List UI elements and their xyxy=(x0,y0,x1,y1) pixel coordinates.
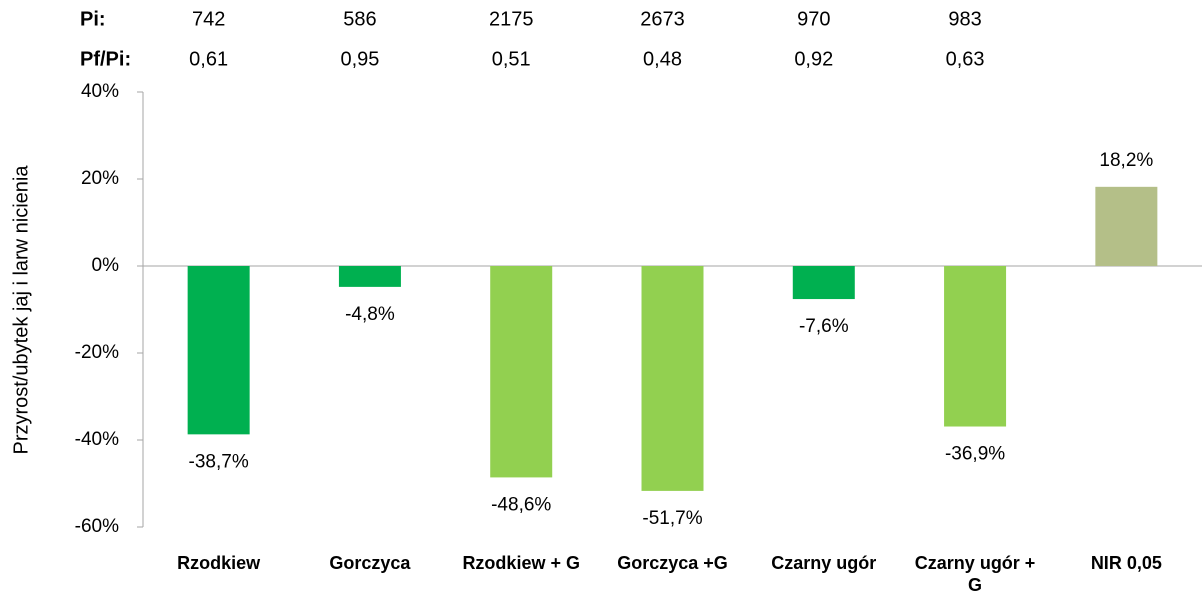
bar xyxy=(187,266,250,435)
x-tick-label: Czarny ugór xyxy=(771,553,877,573)
bar xyxy=(1095,186,1158,266)
x-tick-label: Gorczyca xyxy=(329,553,411,573)
row-value: 0,92 xyxy=(794,48,833,70)
x-tick-label: Gorczyca +G xyxy=(617,553,728,573)
y-tick-label: 20% xyxy=(81,168,119,189)
x-tick-label: Rzodkiew xyxy=(177,553,261,573)
row-value: 0,63 xyxy=(946,48,985,70)
row-value: 0,95 xyxy=(340,48,379,70)
row-value: 742 xyxy=(192,8,225,30)
row-value: 0,51 xyxy=(492,48,531,70)
y-tick-label: 0% xyxy=(92,255,120,276)
x-tick-label: NIR 0,05 xyxy=(1090,553,1162,573)
x-tick-label: Czarny ugór + G xyxy=(914,553,1036,595)
row-value: 2673 xyxy=(640,8,685,30)
bar xyxy=(641,266,704,491)
y-tick-label: -40% xyxy=(75,429,119,450)
x-tick-label: Rzodkiew + G xyxy=(462,553,580,573)
bar xyxy=(338,266,401,287)
row-value: 586 xyxy=(343,8,376,30)
data-label: -4,8% xyxy=(345,304,395,325)
bar xyxy=(490,266,553,478)
y-tick-label: 40% xyxy=(81,81,119,102)
data-label: -48,6% xyxy=(491,494,551,515)
y-axis-title: Przyrost/ubytek jaj i larw nicienia xyxy=(10,165,32,455)
row-label: Pi: xyxy=(80,8,106,30)
data-label: 18,2% xyxy=(1099,150,1153,171)
row-label: Pf/Pi: xyxy=(80,48,131,70)
bar xyxy=(792,266,855,300)
row-value: 0,48 xyxy=(643,48,682,70)
data-label: -38,7% xyxy=(189,451,249,472)
row-value: 983 xyxy=(948,8,981,30)
y-tick-label: -20% xyxy=(75,342,119,363)
data-label: -51,7% xyxy=(642,508,702,529)
y-tick-label: -60% xyxy=(75,516,119,537)
row-value: 970 xyxy=(797,8,830,30)
row-value: 0,61 xyxy=(189,48,228,70)
data-label: -36,9% xyxy=(945,444,1005,465)
row-value: 2175 xyxy=(489,8,534,30)
data-label: -7,6% xyxy=(799,316,849,337)
bar xyxy=(944,266,1007,427)
